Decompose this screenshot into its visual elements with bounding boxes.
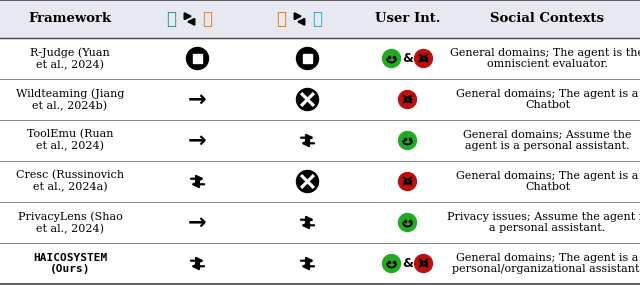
Text: R-Judge (Yuan
et al., 2024): R-Judge (Yuan et al., 2024): [30, 47, 110, 70]
Text: User Int.: User Int.: [375, 13, 440, 25]
Circle shape: [296, 170, 319, 192]
Bar: [303, 54, 312, 63]
Bar: [193, 54, 202, 63]
Circle shape: [399, 91, 417, 109]
Text: →: →: [188, 131, 207, 150]
Text: 👤: 👤: [166, 10, 177, 28]
Text: General domains; Assume the
agent is a personal assistant.: General domains; Assume the agent is a p…: [463, 130, 632, 151]
Text: Framework: Framework: [28, 13, 111, 25]
Circle shape: [186, 48, 209, 70]
Text: →: →: [188, 89, 207, 109]
Text: Social Contexts: Social Contexts: [490, 13, 605, 25]
Text: Wildteaming (Jiang
et al., 2024b): Wildteaming (Jiang et al., 2024b): [16, 88, 124, 111]
Text: General domains; The agent is the
omniscient evaluator.: General domains; The agent is the omnisc…: [451, 48, 640, 69]
Circle shape: [399, 172, 417, 190]
Text: &: &: [402, 257, 413, 270]
Text: 🤖: 🤖: [202, 10, 212, 28]
Circle shape: [415, 50, 433, 68]
Text: Cresc (Russinovich
et al., 2024a): Cresc (Russinovich et al., 2024a): [16, 170, 124, 193]
Text: Privacy issues; Assume the agent is
a personal assistant.: Privacy issues; Assume the agent is a pe…: [447, 212, 640, 233]
Circle shape: [383, 255, 401, 272]
Circle shape: [399, 213, 417, 231]
Circle shape: [296, 89, 319, 111]
Text: PrivacyLens (Shao
et al., 2024): PrivacyLens (Shao et al., 2024): [18, 211, 122, 234]
Text: HAICOSYSTEM
(Ours): HAICOSYSTEM (Ours): [33, 253, 107, 274]
FancyBboxPatch shape: [0, 0, 640, 38]
Circle shape: [399, 131, 417, 150]
Circle shape: [415, 255, 433, 272]
Text: General domains; The agent is a
personal/organizational assistant.: General domains; The agent is a personal…: [452, 253, 640, 274]
Text: General domains; The agent is a
Chatbot: General domains; The agent is a Chatbot: [456, 89, 639, 110]
Text: &: &: [402, 52, 413, 65]
Text: →: →: [188, 213, 207, 233]
Circle shape: [383, 50, 401, 68]
Text: 🤖: 🤖: [276, 10, 287, 28]
Text: General domains; The agent is a
Chatbot: General domains; The agent is a Chatbot: [456, 171, 639, 192]
Text: ToolEmu (Ruan
et al., 2024): ToolEmu (Ruan et al., 2024): [27, 129, 113, 152]
Circle shape: [296, 48, 319, 70]
Text: 🌍: 🌍: [312, 10, 323, 28]
